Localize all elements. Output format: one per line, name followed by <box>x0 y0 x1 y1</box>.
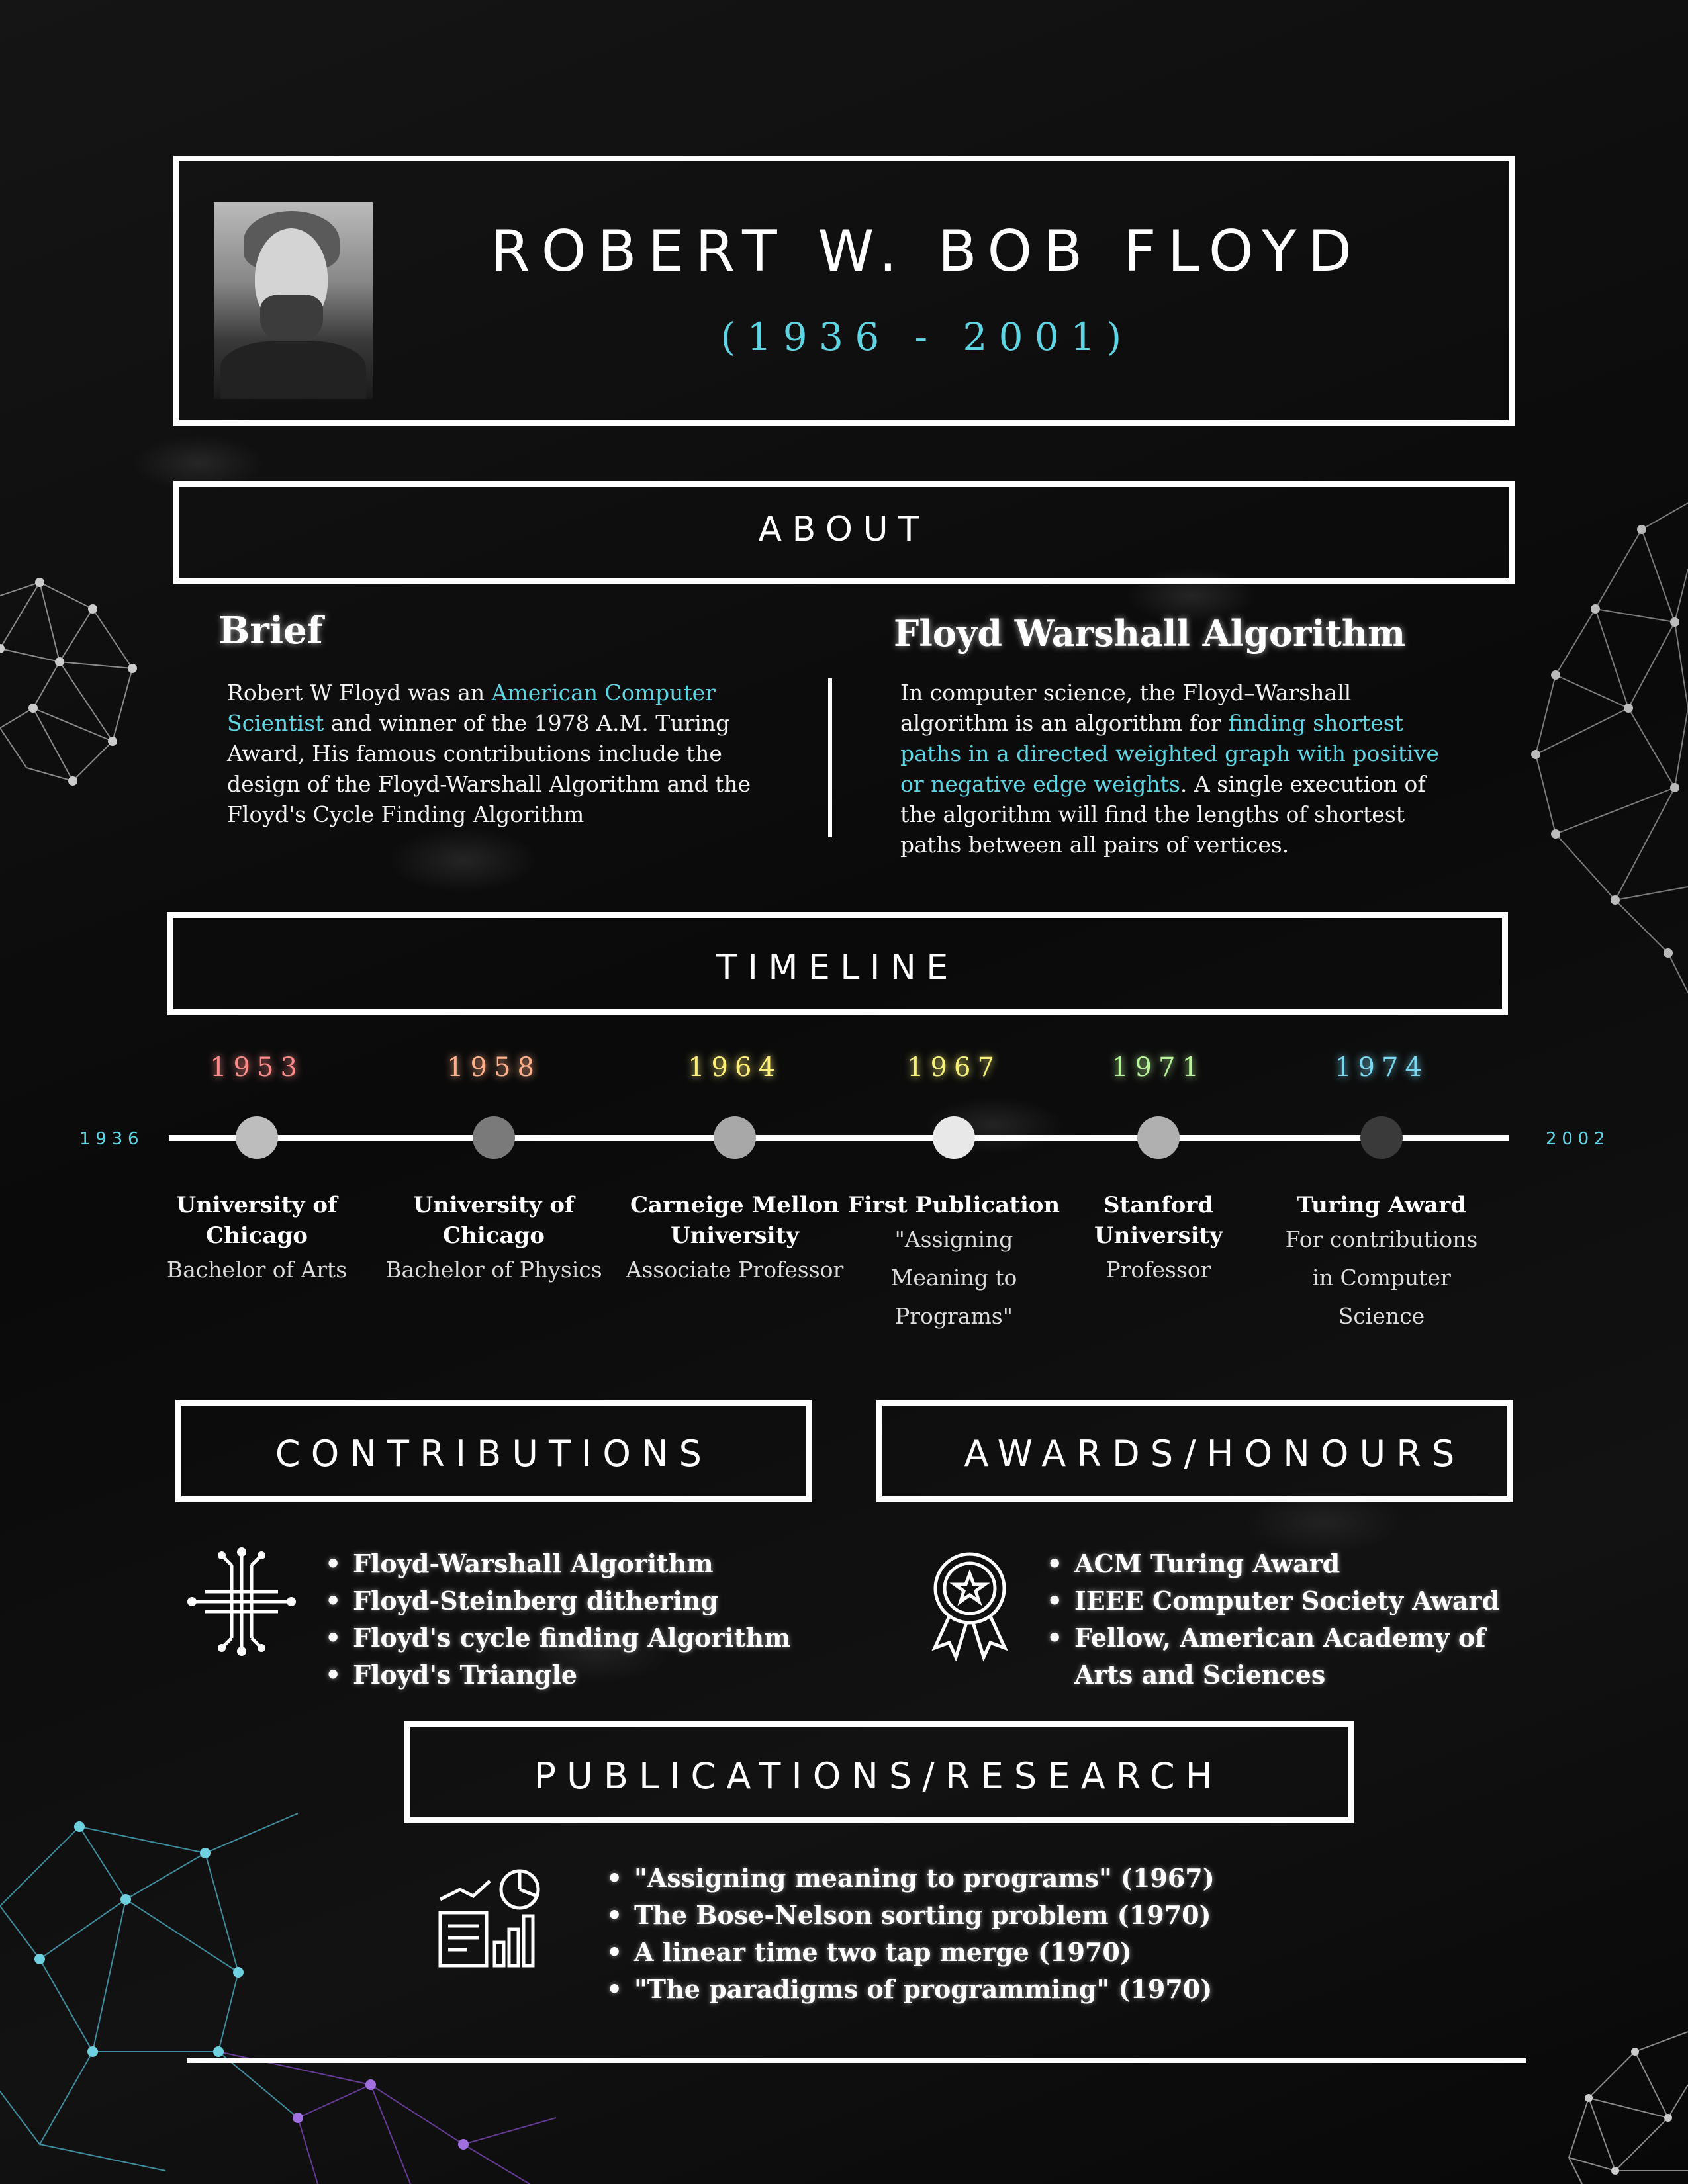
contribution-item: Floyd-Steinberg dithering <box>325 1582 869 1619</box>
bottom-rule <box>187 2058 1526 2063</box>
network-decoration-left <box>0 578 137 786</box>
network-decoration-bottom-left <box>0 1813 557 2184</box>
timeline-heading: TIMELINE <box>716 948 959 987</box>
award-item: IEEE Computer Society Award <box>1047 1582 1524 1619</box>
network-decoration-bottom-right <box>1568 2031 1688 2184</box>
publication-item: "Assigning meaning to programs" (1967) <box>606 1860 1296 1897</box>
awards-heading-frame <box>876 1400 1513 1502</box>
timeline-year: 1953 <box>210 1052 304 1083</box>
timeline-dot <box>236 1116 278 1159</box>
timeline-event: University of Chicago Bachelor of Arts <box>148 1190 366 1289</box>
timeline-event-title: Turing Award <box>1296 1192 1467 1218</box>
timeline-year: 1964 <box>688 1052 782 1083</box>
timeline-event-desc: Bachelor of Arts <box>166 1257 348 1283</box>
timeline-dot <box>1137 1116 1180 1159</box>
person-name: ROBERT W. BOB FLOYD <box>490 218 1364 285</box>
about-heading: ABOUT <box>758 510 930 549</box>
timeline-dot <box>1360 1116 1403 1159</box>
about-heading-frame <box>173 481 1515 584</box>
timeline-event-title: University of Chicago <box>176 1192 338 1249</box>
timeline-event-title: Stanford University <box>1094 1192 1223 1249</box>
timeline-event-desc: "Assigning Meaning to Programs" <box>890 1226 1017 1329</box>
chart-report-icon <box>438 1869 540 1968</box>
timeline-event-title: First Publication <box>847 1192 1060 1218</box>
timeline-event-desc: Professor <box>1105 1257 1211 1283</box>
awards-list: ACM Turing AwardIEEE Computer Society Aw… <box>1043 1545 1524 1694</box>
brief-paragraph: Robert W Floyd was an American Computer … <box>227 680 751 827</box>
timeline-start-year: 1936 <box>79 1129 144 1149</box>
timeline-event: University of Chicago Bachelor of Physics <box>385 1190 603 1289</box>
publication-item: "The paradigms of programming" (1970) <box>606 1971 1296 2008</box>
timeline-dot <box>933 1116 975 1159</box>
contribution-item: Floyd-Warshall Algorithm <box>325 1545 869 1582</box>
timeline-event: Stanford University Professor <box>1049 1190 1268 1289</box>
timeline-event-desc: Associate Professor <box>626 1257 844 1283</box>
publications-list: "Assigning meaning to programs" (1967)Th… <box>602 1860 1296 2008</box>
timeline-year: 1971 <box>1111 1052 1205 1083</box>
publications-heading-frame <box>404 1721 1354 1823</box>
award-item: Fellow, American Academy of Arts and Sci… <box>1047 1619 1524 1694</box>
award-ribbon-icon <box>931 1552 1008 1661</box>
header-frame <box>173 156 1515 426</box>
timeline-event: Turing Award For contributions in Compute… <box>1272 1190 1491 1336</box>
circuit-icon <box>187 1547 296 1656</box>
timeline-event: First Publication "Assigning Meaning to P… <box>845 1190 1063 1336</box>
timeline-event-title: Carneige Mellon University <box>630 1192 839 1249</box>
algorithm-title: Floyd Warshall Algorithm <box>894 612 1406 655</box>
contribution-item: Floyd's cycle finding Algorithm <box>325 1619 869 1657</box>
timeline-event: Carneige Mellon University Associate Prof… <box>626 1190 844 1289</box>
contributions-list: Floyd-Warshall AlgorithmFloyd-Steinberg … <box>321 1545 869 1694</box>
timeline-event-desc: Bachelor of Physics <box>385 1257 602 1283</box>
timeline-year: 1958 <box>447 1052 541 1083</box>
timeline-year: 1974 <box>1335 1052 1429 1083</box>
contributions-heading: CONTRIBUTIONS <box>275 1433 713 1475</box>
about-divider <box>828 678 832 837</box>
publications-heading: PUBLICATIONS/RESEARCH <box>534 1755 1223 1797</box>
timeline-end-year: 2002 <box>1546 1129 1611 1149</box>
portrait-photo <box>214 202 373 399</box>
publication-item: A linear time two tap merge (1970) <box>606 1934 1296 1971</box>
timeline-dot <box>714 1116 756 1159</box>
contributions-heading-frame <box>175 1400 812 1502</box>
timeline-event-title: University of Chicago <box>413 1192 575 1249</box>
network-decoration-right <box>1531 502 1688 993</box>
life-years: (1936 - 2001) <box>720 314 1133 359</box>
timeline-heading-frame <box>167 912 1508 1015</box>
award-item: ACM Turing Award <box>1047 1545 1524 1582</box>
algorithm-paragraph: In computer science, the Floyd–Warshall … <box>900 680 1439 858</box>
timeline-line <box>169 1135 1509 1141</box>
brief-title: Brief <box>218 609 323 653</box>
timeline-dot <box>473 1116 515 1159</box>
timeline-year: 1967 <box>907 1052 1001 1083</box>
timeline-event-desc: For contributions in Computer Science <box>1285 1226 1478 1329</box>
awards-heading: AWARDS/HONOURS <box>964 1433 1466 1475</box>
publication-item: The Bose-Nelson sorting problem (1970) <box>606 1897 1296 1934</box>
contribution-item: Floyd's Triangle <box>325 1657 869 1694</box>
